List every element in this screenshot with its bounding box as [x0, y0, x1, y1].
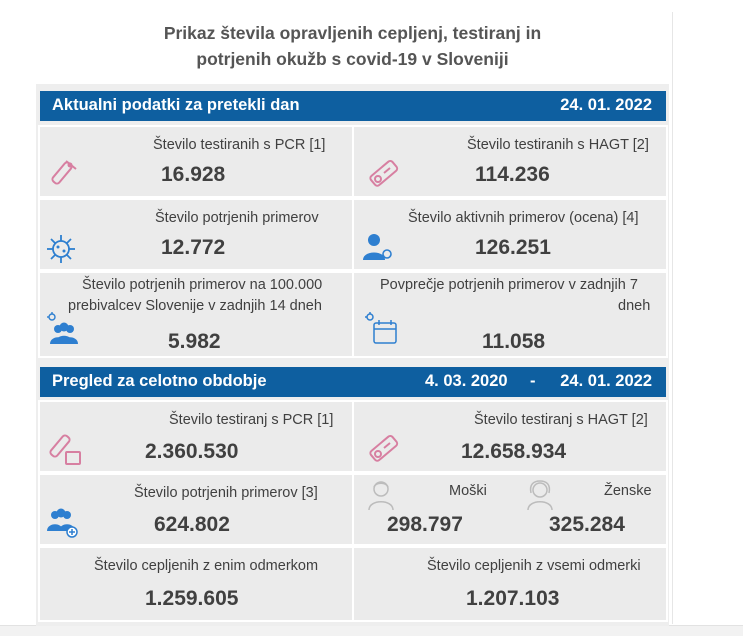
person-virus-icon	[362, 232, 394, 262]
title-line-1: Prikaz števila opravljenih cepljenj, tes…	[163, 23, 542, 43]
pcr-daily-label: Število testiranih s PCR [1]	[153, 137, 326, 153]
horizontal-scrollbar[interactable]	[0, 625, 743, 636]
confirmed-daily-label: Število potrjenih primerov	[155, 210, 319, 226]
female-value: 325.284	[549, 513, 625, 536]
confirmed-daily-card: Število potrjenih primerov 12.772	[38, 198, 354, 271]
rapid-test-icon	[364, 430, 402, 468]
per100k-value: 5.982	[168, 330, 221, 353]
current-data-header: Aktualni podatki za pretekli dan 24. 01.…	[40, 91, 666, 121]
total-period-panel: Pregled za celotno obdobje 4. 03. 2020 -…	[36, 362, 669, 626]
section-date-to: 24. 01. 2022	[560, 372, 652, 390]
section-date-dash: -	[530, 372, 536, 390]
avg7-card: Povprečje potrjenih primerov v zadnjih 7…	[352, 271, 668, 358]
vacc-one-card: Število cepljenih z enim odmerkom 1.259.…	[38, 546, 354, 622]
pcr-daily-card: Število testiranih s PCR [1] 16.928	[38, 125, 354, 198]
right-divider	[672, 12, 673, 624]
group-virus-icon	[46, 311, 82, 347]
per100k-label-line2: prebivalcev Slovenije v zadnjih 14 dneh	[68, 298, 322, 314]
group-plus-icon	[46, 507, 80, 539]
test-tube-icon	[46, 430, 84, 468]
pcr-total-value: 2.360.530	[145, 440, 239, 463]
calendar-virus-icon	[364, 311, 400, 347]
virus-icon	[44, 232, 78, 266]
active-daily-value: 126.251	[475, 236, 551, 259]
page-title: Prikaz števila opravljenih cepljenj, tes…	[36, 20, 669, 72]
section-date-from: 4. 03. 2020	[425, 372, 508, 390]
avg7-label-line2: dneh	[618, 298, 651, 314]
hagt-total-card: Število testiranj s HAGT [2] 12.658.934	[352, 400, 668, 473]
confirmed-total-card: Število potrjenih primerov [3] 624.802	[38, 473, 354, 546]
gender-card: Moški 298.797 Ženske 325.284	[352, 473, 668, 546]
current-data-panel: Aktualni podatki za pretekli dan 24. 01.…	[36, 84, 669, 364]
confirmed-daily-value: 12.772	[161, 236, 226, 259]
pcr-daily-value: 16.928	[161, 163, 226, 186]
section-heading: Pregled za celotno obdobje	[52, 372, 267, 390]
female-label: Ženske	[604, 483, 652, 499]
per100k-card: Število potrjenih primerov na 100.000 pr…	[38, 271, 354, 358]
vacc-one-label: Število cepljenih z enim odmerkom	[94, 558, 319, 574]
confirmed-total-value: 624.802	[154, 513, 230, 536]
hagt-total-label: Število testiranj s HAGT [2]	[474, 412, 648, 428]
hagt-daily-value: 114.236	[475, 163, 550, 186]
vacc-all-label: Število cepljenih z vsemi odmerki	[427, 558, 641, 574]
male-label: Moški	[449, 483, 487, 499]
pcr-total-card: Število testiranj s PCR [1] 2.360.530	[38, 400, 354, 473]
woman-icon	[525, 479, 555, 511]
man-icon	[366, 479, 396, 511]
section-date: 24. 01. 2022	[560, 96, 652, 114]
vacc-all-value: 1.207.103	[466, 587, 560, 610]
avg7-label-line1: Povprečje potrjenih primerov v zadnjih 7	[380, 277, 638, 293]
section-heading: Aktualni podatki za pretekli dan	[52, 96, 300, 114]
rapid-test-icon	[364, 155, 402, 193]
hagt-total-value: 12.658.934	[461, 440, 567, 463]
confirmed-total-label: Število potrjenih primerov [3]	[134, 485, 318, 501]
active-daily-label: Število aktivnih primerov (ocena) [4]	[408, 210, 639, 226]
title-line-2: potrjenih okužb s covid-19 v Sloveniji	[196, 49, 509, 69]
active-daily-card: Število aktivnih primerov (ocena) [4] 12…	[352, 198, 668, 271]
test-tube-icon	[46, 157, 82, 193]
hagt-daily-label: Število testiranih s HAGT [2]	[467, 137, 649, 153]
pcr-total-label: Število testiranj s PCR [1]	[169, 412, 334, 428]
vacc-all-card: Število cepljenih z vsemi odmerki 1.207.…	[352, 546, 668, 622]
total-period-header: Pregled za celotno obdobje 4. 03. 2020 -…	[40, 367, 666, 397]
vacc-one-value: 1.259.605	[145, 587, 239, 610]
avg7-value: 11.058	[482, 330, 546, 353]
male-value: 298.797	[387, 513, 463, 536]
hagt-daily-card: Število testiranih s HAGT [2] 114.236	[352, 125, 668, 198]
per100k-label-line1: Število potrjenih primerov na 100.000	[82, 277, 323, 293]
